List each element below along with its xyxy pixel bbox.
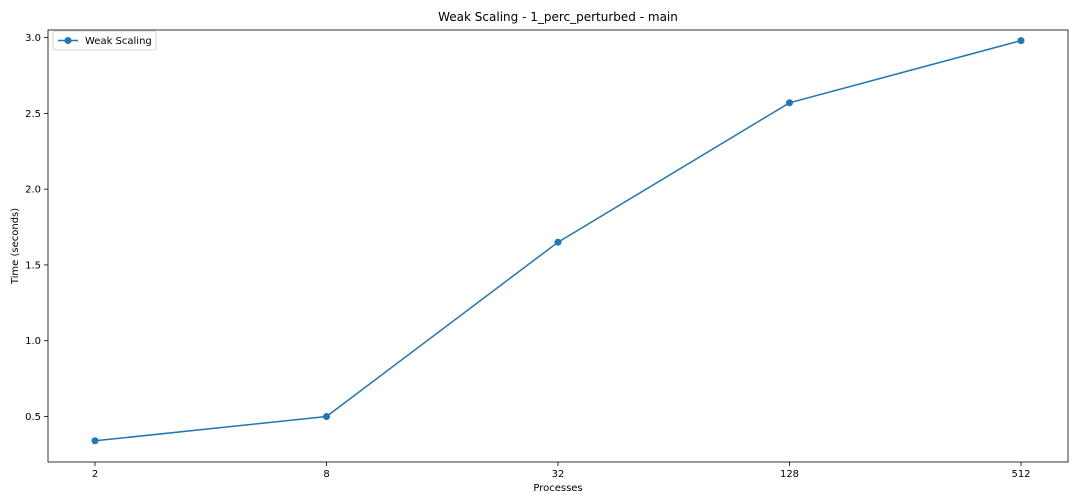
legend-marker (64, 37, 72, 44)
y-axis-ticks: 0.5 1.0 1.5 2.0 2.5 3.0 (25, 33, 48, 423)
x-tick-label: 2 (92, 469, 98, 480)
data-point (786, 99, 793, 107)
legend: Weak Scaling (52, 30, 157, 51)
data-point (91, 437, 99, 445)
x-tick-label: 8 (323, 469, 329, 480)
y-tick-label: 0.5 (25, 412, 41, 423)
y-tick-label: 2.5 (25, 109, 41, 120)
y-tick-label: 1.5 (25, 260, 41, 271)
data-point (1017, 37, 1025, 45)
legend-series-name: Weak Scaling (85, 36, 152, 47)
x-axis-ticks: 2 8 32 128 512 (92, 462, 1031, 480)
y-tick-label: 1.0 (25, 336, 41, 347)
x-tick-label: 128 (780, 469, 799, 480)
legend-box (52, 30, 157, 51)
x-axis-label: Processes (533, 483, 582, 494)
x-tick-label: 32 (552, 469, 565, 480)
y-tick-label: 2.0 (25, 185, 41, 196)
plot-area (47, 29, 1069, 463)
x-tick-label: 512 (1011, 469, 1030, 480)
data-point (554, 238, 562, 246)
y-axis-label: Time (seconds) (10, 208, 21, 285)
chart-title: Weak Scaling - 1_perc_perturbed - main (438, 10, 678, 24)
y-tick-label: 3.0 (25, 33, 41, 44)
series-layer (91, 37, 1025, 445)
data-point (323, 413, 330, 421)
